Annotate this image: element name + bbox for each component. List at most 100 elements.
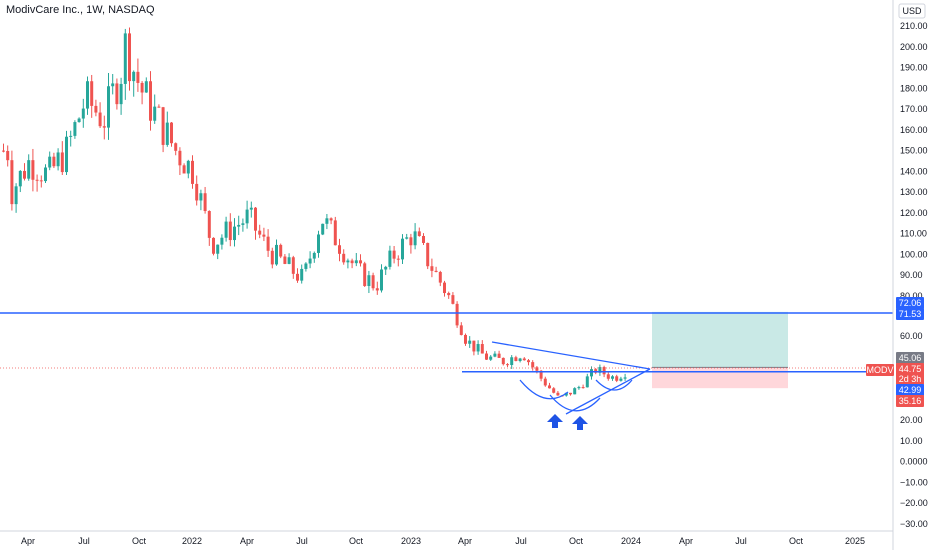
candle-body [10,160,14,205]
y-tick-label: 140.00 [900,166,928,176]
candle-body [590,369,593,377]
candle-body [581,387,585,389]
candle-body [422,235,425,243]
candle-body [350,260,354,264]
badge-45-06-text: 45.06 [899,353,922,363]
x-tick-label: Oct [132,536,147,546]
candle-body [136,71,140,83]
candle-body [23,170,26,179]
candle-body [535,367,539,371]
candle-body [501,357,505,365]
candle-body [480,344,484,354]
candle-body [611,376,614,379]
candle-body [2,150,5,152]
candle-body [77,118,81,123]
y-tick-label: 130.00 [900,187,928,197]
candle-body [275,244,278,265]
badge-72-06-text: 72.06 [899,298,922,308]
candle-body [174,143,178,151]
candle-body [346,260,350,263]
candle-body [140,82,144,93]
x-tick-label: 2024 [621,536,641,546]
candle-body [317,234,320,253]
x-tick-label: Apr [21,536,35,546]
badge-symbol [866,364,894,376]
candle-body [468,340,472,344]
candle-body [270,250,274,265]
candle-body [594,369,598,373]
candle-body [249,207,253,210]
candle-body [308,258,312,264]
x-tick-label: 2025 [845,536,865,546]
candle-body [518,358,522,362]
candle-body [598,367,602,373]
candle-body [94,105,98,113]
candle-body [493,353,497,357]
candle-body [224,221,228,238]
up-arrow-icon [547,414,563,428]
candle-body [258,230,262,235]
y-tick-label: 210.00 [900,21,928,31]
x-tick-label: Jul [78,536,90,546]
candle-body [216,244,220,254]
candle-body [60,152,64,173]
y-tick-label: 110.00 [900,229,927,239]
candle-body [380,269,383,291]
candle-body [90,81,94,106]
candle-body [359,260,362,264]
loss-zone [652,367,788,389]
candle-body [123,33,127,84]
candle-body [510,357,514,365]
badge-72-06 [896,297,924,309]
candle-body [98,112,102,127]
candle-body [472,340,476,352]
badge-symbol-text: MODV [867,365,894,375]
candle-body [52,156,56,167]
candle-body [363,263,367,286]
candle-body [485,353,488,360]
candle-body [497,353,501,358]
candle-body [573,388,577,395]
candle-body [585,376,589,388]
y-tick-label: 100.00 [900,249,928,259]
candle-body [384,266,388,270]
candle-body [548,385,551,389]
candle-body [606,374,610,379]
candle-body [375,288,379,291]
candle-body [321,223,325,235]
candle-body [191,160,194,184]
candle-body [186,160,190,174]
badge-44-75 [896,363,924,375]
candle-body [56,152,60,167]
candle-body [111,83,115,87]
candle-body [241,223,245,225]
badge-42-99-text: 42.99 [899,385,922,395]
price-axis: USD 210.00 200.00 190.00 180.00 170.00 160.00 1… [892,0,928,550]
candle-body [514,357,518,362]
candle-body [6,150,10,161]
y-tick-label: 160.00 [900,125,928,135]
y-tick-label: 10.00 [900,436,923,446]
time-axis: Apr Jul Oct 2022 Apr Jul Oct 2023 Apr Jul Oct 2024 A… [0,530,893,546]
candle-body [417,231,421,236]
candles [2,27,627,397]
candle-body [107,86,110,128]
candle-body [615,376,619,381]
candle-body [300,268,304,281]
candle-body [447,293,451,296]
x-tick-label: Apr [458,536,472,546]
y-tick-label: 0.0000 [900,457,928,467]
candle-body [464,334,467,344]
candle-body [333,220,337,246]
candle-body [354,260,358,264]
candle-body [266,236,270,251]
y-tick-label: 60.00 [900,331,923,341]
triangle-lower [565,368,651,415]
candle-body [119,83,123,105]
candle-body [506,364,509,366]
candle-body [329,218,333,221]
badge-35-16 [896,395,924,407]
candle-body [199,193,203,201]
